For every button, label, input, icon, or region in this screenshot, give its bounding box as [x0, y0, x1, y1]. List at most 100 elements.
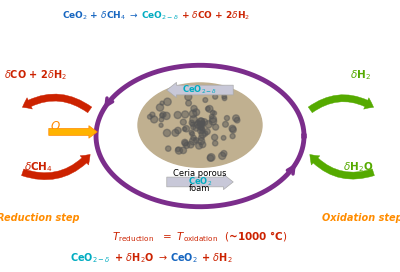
- Point: [190, 136, 197, 140]
- Point: [182, 140, 188, 145]
- Point: [202, 131, 208, 136]
- Point: [175, 147, 181, 152]
- Point: [195, 123, 201, 127]
- Point: [149, 113, 156, 117]
- Point: [199, 122, 205, 126]
- Text: $T_{\mathrm{reduction}}$  $=$ $T_{\mathrm{oxidation}}$  $($~1000 °C$)$: $T_{\mathrm{reduction}}$ $=$ $T_{\mathrm…: [112, 230, 288, 245]
- Text: CeO$_2$: CeO$_2$: [188, 176, 212, 188]
- Point: [212, 141, 218, 146]
- Point: [206, 107, 213, 111]
- Point: [180, 148, 186, 153]
- Point: [219, 154, 226, 158]
- Point: [165, 146, 172, 151]
- Point: [198, 129, 205, 134]
- Point: [220, 136, 227, 140]
- Point: [210, 110, 216, 115]
- Point: [172, 131, 179, 135]
- Point: [211, 111, 218, 115]
- Text: + $\delta$H$_2$: + $\delta$H$_2$: [198, 252, 233, 265]
- Text: CeO$_{2-\delta}$: CeO$_{2-\delta}$: [141, 10, 178, 22]
- Point: [212, 135, 218, 140]
- Point: [212, 125, 219, 129]
- Point: [180, 120, 186, 124]
- Text: $\delta$CO + 2$\delta$H$_2$: $\delta$CO + 2$\delta$H$_2$: [4, 68, 67, 82]
- Point: [195, 120, 201, 125]
- Point: [158, 118, 165, 122]
- Point: [151, 117, 157, 122]
- Text: CeO$_{2-\delta}$: CeO$_{2-\delta}$: [70, 252, 111, 265]
- Point: [159, 113, 165, 118]
- Point: [205, 107, 211, 111]
- Point: [197, 124, 204, 128]
- Text: foam: foam: [189, 184, 211, 193]
- Point: [183, 126, 190, 131]
- Point: [198, 139, 204, 143]
- Text: $Q$: $Q$: [50, 119, 61, 134]
- Point: [221, 151, 227, 156]
- Point: [229, 126, 236, 131]
- Point: [208, 155, 214, 160]
- Point: [200, 143, 206, 147]
- Text: $\delta$H$_2$O: $\delta$H$_2$O: [343, 160, 374, 174]
- Point: [204, 129, 210, 134]
- Text: Oxidation step: Oxidation step: [322, 213, 400, 222]
- Point: [193, 110, 200, 115]
- Point: [202, 98, 208, 102]
- Point: [189, 122, 196, 126]
- Point: [182, 141, 188, 146]
- Point: [196, 144, 202, 148]
- Point: [198, 122, 204, 127]
- Point: [164, 131, 170, 135]
- Point: [164, 100, 171, 104]
- Point: [188, 130, 195, 135]
- Point: [198, 128, 204, 133]
- Point: [174, 113, 181, 117]
- Point: [158, 123, 164, 128]
- Text: CeO$_{2-\delta}$: CeO$_{2-\delta}$: [182, 84, 218, 96]
- Point: [201, 120, 208, 124]
- Point: [198, 119, 204, 123]
- Point: [210, 119, 216, 123]
- Point: [163, 114, 170, 118]
- Point: [224, 116, 230, 120]
- Text: + $\delta$H$_2$O $\rightarrow$: + $\delta$H$_2$O $\rightarrow$: [111, 252, 170, 265]
- Point: [190, 125, 196, 129]
- Point: [190, 112, 196, 116]
- Point: [222, 122, 229, 126]
- Point: [212, 94, 218, 99]
- Point: [190, 139, 196, 143]
- Point: [221, 94, 228, 99]
- Point: [200, 132, 206, 137]
- Point: [210, 117, 216, 121]
- Point: [193, 126, 200, 130]
- Point: [185, 95, 192, 99]
- Text: CeO$_2$: CeO$_2$: [170, 252, 198, 265]
- Point: [230, 128, 236, 132]
- Text: Reduction step: Reduction step: [0, 213, 79, 222]
- Point: [181, 127, 188, 131]
- Point: [188, 143, 194, 147]
- Point: [159, 101, 165, 105]
- Text: $\delta$H$_2$: $\delta$H$_2$: [350, 68, 371, 82]
- Point: [198, 119, 204, 124]
- Point: [157, 105, 163, 110]
- Point: [221, 96, 228, 101]
- Point: [182, 112, 188, 117]
- Point: [230, 134, 236, 138]
- Point: [160, 112, 166, 117]
- Point: [175, 128, 181, 133]
- Point: [234, 118, 240, 122]
- Circle shape: [138, 83, 262, 167]
- Point: [185, 101, 192, 105]
- Point: [233, 116, 239, 120]
- Point: [184, 143, 190, 147]
- Point: [190, 117, 197, 122]
- Point: [198, 126, 204, 130]
- Point: [205, 122, 212, 126]
- Point: [193, 138, 199, 143]
- Point: [189, 120, 195, 125]
- Point: [198, 136, 204, 140]
- Point: [147, 115, 153, 119]
- Point: [176, 149, 182, 153]
- Text: $\delta$CH$_4$: $\delta$CH$_4$: [24, 160, 53, 174]
